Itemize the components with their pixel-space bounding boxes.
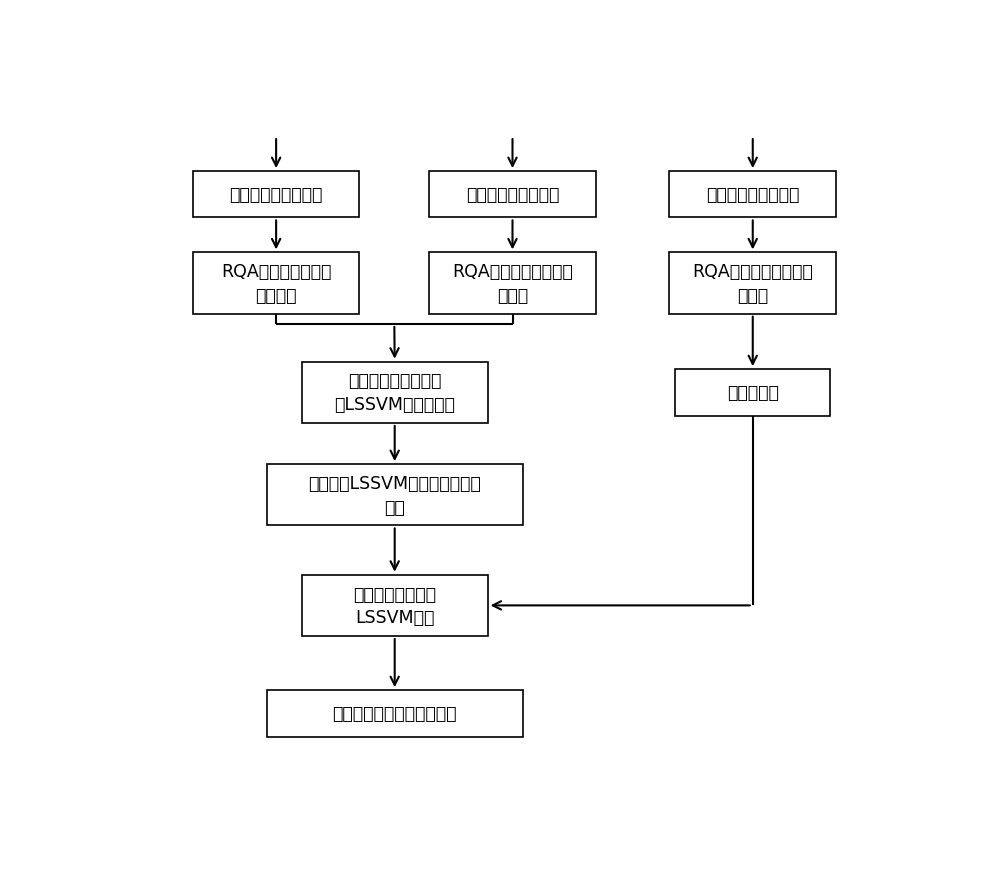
Text: 已标记目标故障数据: 已标记目标故障数据: [466, 186, 559, 204]
FancyBboxPatch shape: [675, 369, 830, 416]
Text: 已标记辅助故障数据: 已标记辅助故障数据: [229, 186, 323, 204]
Text: 未标记目标故障数据: 未标记目标故障数据: [706, 186, 799, 204]
FancyBboxPatch shape: [267, 690, 523, 736]
Text: RQA特征提取与时域
特征结合: RQA特征提取与时域 特征结合: [221, 263, 331, 305]
FancyBboxPatch shape: [302, 575, 488, 636]
Text: 构成测试集: 构成测试集: [727, 384, 779, 402]
Text: 得到训练好的改进
LSSVM模型: 得到训练好的改进 LSSVM模型: [353, 585, 436, 626]
FancyBboxPatch shape: [193, 172, 359, 218]
Text: RQA特征提取与时域特
征结合: RQA特征提取与时域特 征结合: [692, 263, 813, 305]
FancyBboxPatch shape: [302, 362, 488, 424]
Text: 构成训练集，作为改
进LSSVM模型的输入: 构成训练集，作为改 进LSSVM模型的输入: [334, 372, 455, 414]
FancyBboxPatch shape: [429, 253, 596, 315]
FancyBboxPatch shape: [429, 172, 596, 218]
Text: 训练改进LSSVM模型，得到模型
参数: 训练改进LSSVM模型，得到模型 参数: [308, 474, 481, 516]
FancyBboxPatch shape: [267, 464, 523, 526]
Text: 得到分类结果，分析正确率: 得到分类结果，分析正确率: [332, 704, 457, 722]
Text: RQA特征提取与时域特
征结合: RQA特征提取与时域特 征结合: [452, 263, 573, 305]
FancyBboxPatch shape: [669, 253, 836, 315]
FancyBboxPatch shape: [669, 172, 836, 218]
FancyBboxPatch shape: [193, 253, 359, 315]
